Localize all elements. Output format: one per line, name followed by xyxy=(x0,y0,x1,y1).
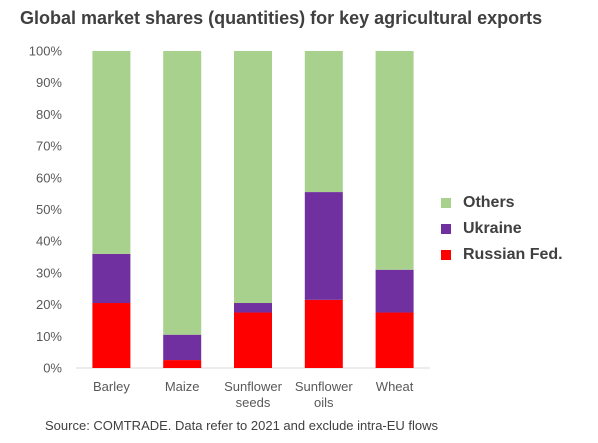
y-tick-label: 80% xyxy=(36,107,62,122)
y-tick-label: 20% xyxy=(36,297,62,312)
y-tick-label: 70% xyxy=(36,139,62,154)
source-note: Source: COMTRADE. Data refer to 2021 and… xyxy=(45,418,439,433)
bar-segment xyxy=(375,312,414,368)
x-tick-label: Barley xyxy=(93,379,130,394)
bar-segment xyxy=(163,360,202,368)
legend: Others Ukraine Russian Fed. xyxy=(441,190,563,268)
legend-item: Russian Fed. xyxy=(441,242,563,268)
bar-segment xyxy=(375,51,414,270)
legend-swatch xyxy=(441,198,451,208)
x-tick-label: Maize xyxy=(165,379,200,394)
legend-swatch xyxy=(441,224,451,234)
bar-segment xyxy=(163,334,202,361)
bar-segment xyxy=(234,303,272,313)
bar-segment xyxy=(92,253,131,304)
y-tick-label: 10% xyxy=(36,329,62,344)
y-axis-ticks: 0% 10% 20% 30% 40% 50% 60% 70% 80% 90% 100% xyxy=(29,44,63,376)
bar-segment xyxy=(92,303,131,368)
x-tick-label: Wheat xyxy=(376,379,414,394)
y-tick-label: 50% xyxy=(36,202,62,217)
y-tick-label: 40% xyxy=(36,234,62,249)
legend-label: Russian Fed. xyxy=(463,246,563,263)
x-tick-label: Sunflower seeds xyxy=(224,379,282,410)
legend-swatch xyxy=(441,250,451,260)
x-tick-label: Sunflower oils xyxy=(295,379,353,410)
y-tick-label: 30% xyxy=(36,265,62,280)
legend-label: Others xyxy=(463,194,515,211)
bar-segment xyxy=(234,51,272,304)
bar-segment xyxy=(375,269,414,313)
bar-segment xyxy=(92,51,131,254)
legend-item: Ukraine xyxy=(441,216,563,242)
y-tick-label: 100% xyxy=(29,44,63,59)
bar-segment xyxy=(304,192,343,300)
y-tick-label: 60% xyxy=(36,170,62,185)
bar-segment xyxy=(304,51,343,193)
legend-item: Others xyxy=(441,190,563,216)
y-tick-label: 90% xyxy=(36,75,62,90)
bar-segment xyxy=(163,51,202,335)
bars xyxy=(92,51,414,368)
legend-label: Ukraine xyxy=(463,220,522,237)
bar-segment xyxy=(304,299,343,368)
chart-title: Global market shares (quantities) for ke… xyxy=(20,8,543,28)
y-tick-label: 0% xyxy=(43,361,62,376)
x-axis-ticks: Barley Maize Sunflower seeds Sunflower oils Wh… xyxy=(93,379,414,410)
bar-segment xyxy=(234,312,272,368)
